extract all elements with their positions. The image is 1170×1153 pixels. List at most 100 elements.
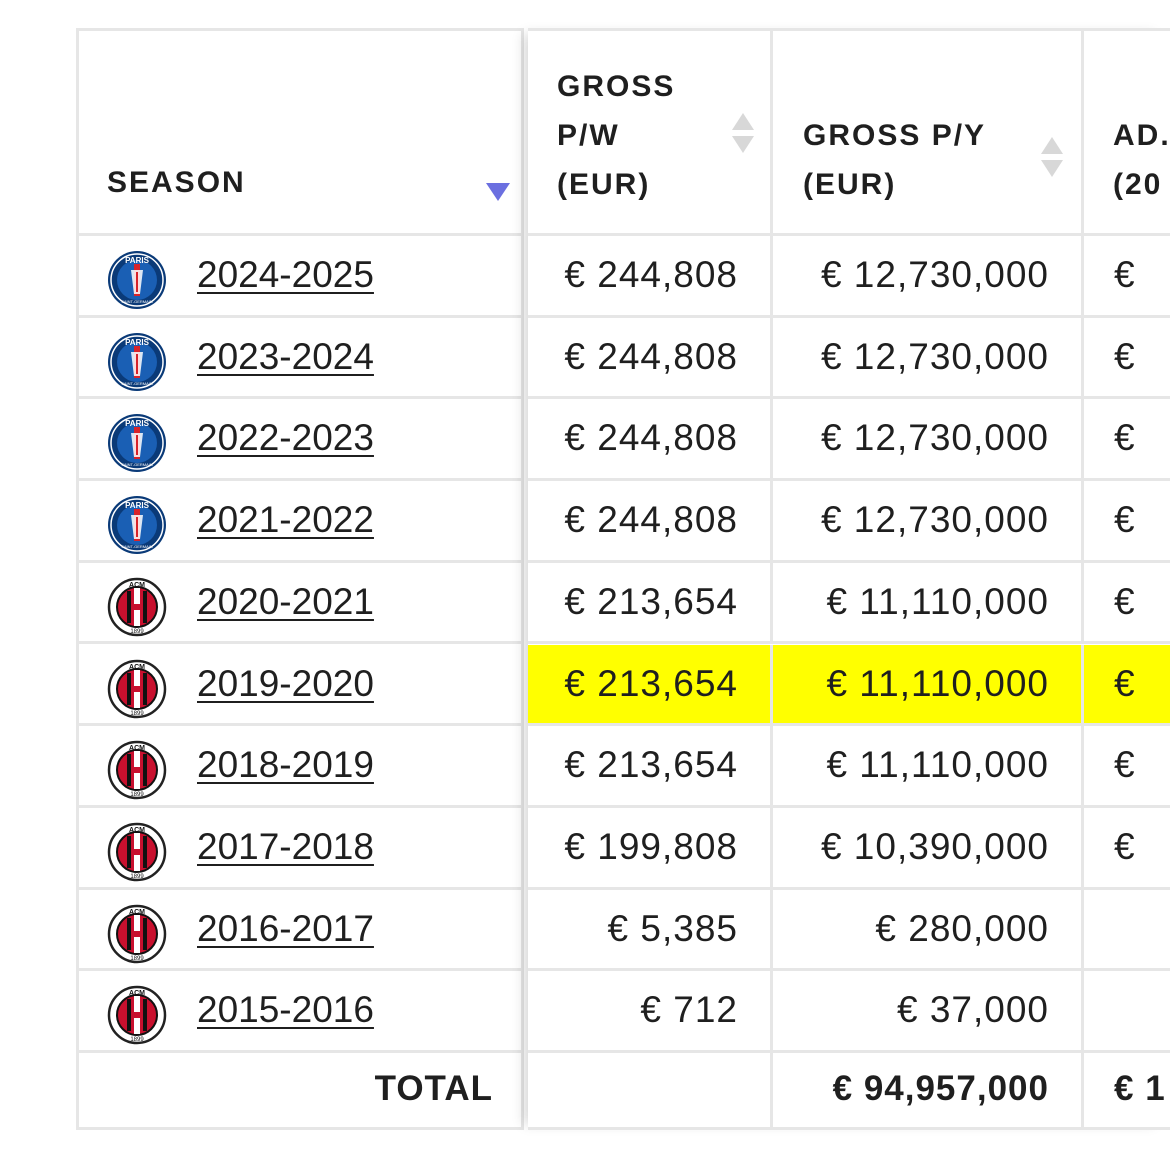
svg-text:SAINT-GERMAIN: SAINT-GERMAIN bbox=[121, 381, 153, 386]
table-row: ACM 1899 2018-2019 bbox=[79, 726, 521, 808]
table-row: € 244,808 € 12,730,000 € bbox=[528, 317, 1170, 400]
svg-text:PARIS: PARIS bbox=[125, 501, 150, 510]
svg-text:ACM: ACM bbox=[129, 990, 145, 997]
gross-pw-header-line1: GROSS bbox=[557, 70, 676, 103]
table-row: € 213,654 € 11,110,000 € bbox=[528, 644, 1170, 727]
svg-text:PARIS: PARIS bbox=[125, 419, 150, 428]
gross-pw-value: € 244,808 bbox=[564, 417, 738, 459]
sort-both-icon[interactable] bbox=[1039, 135, 1065, 179]
table-row: PARIS SAINT-GERMAIN 2022-2023 bbox=[79, 399, 521, 482]
ac-milan-logo-icon: ACM 1899 bbox=[107, 904, 167, 964]
table-row: € 244,808 € 12,730,000 € bbox=[528, 481, 1170, 563]
adjusted-cell: € bbox=[1084, 481, 1170, 560]
gross-py-cell: € 12,730,000 bbox=[773, 399, 1081, 478]
adjusted-cell: € bbox=[1084, 399, 1170, 478]
table-row: € 712 € 37,000 bbox=[528, 971, 1170, 1053]
adjusted-value: € bbox=[1114, 335, 1136, 377]
table-row: € 213,654 € 11,110,000 € bbox=[528, 562, 1170, 645]
adjusted-value: € bbox=[1114, 662, 1136, 704]
gross-py-cell: € 280,000 bbox=[773, 890, 1081, 969]
svg-text:ACM: ACM bbox=[129, 664, 145, 671]
svg-text:ACM: ACM bbox=[129, 745, 145, 752]
gross-pw-value: € 712 bbox=[640, 989, 738, 1031]
header-gross-py-cell[interactable]: GROSS P/Y (EUR) bbox=[773, 31, 1081, 233]
season-link[interactable]: 2018-2019 bbox=[197, 744, 374, 786]
season-link[interactable]: 2016-2017 bbox=[197, 907, 374, 949]
total-gross-py-value: € 94,957,000 bbox=[832, 1069, 1049, 1108]
total-adjusted-value: € 1 bbox=[1114, 1069, 1166, 1108]
adjusted-cell: € bbox=[1084, 808, 1170, 887]
gross-py-cell: € 11,110,000 bbox=[773, 563, 1081, 642]
gross-py-value: € 11,110,000 bbox=[826, 662, 1049, 704]
gross-py-value: € 11,110,000 bbox=[826, 580, 1049, 622]
psg-logo-icon: PARIS SAINT-GERMAIN bbox=[107, 332, 167, 392]
adjusted-header-line2: (20 bbox=[1113, 168, 1163, 201]
gross-pw-cell: € 213,654 bbox=[528, 644, 770, 724]
gross-pw-cell: € 712 bbox=[528, 971, 770, 1050]
table-row: ACM 1899 2016-2017 bbox=[79, 890, 521, 972]
table-row: PARIS SAINT-GERMAIN 2024-2025 bbox=[79, 236, 521, 318]
season-link[interactable]: 2019-2020 bbox=[197, 662, 374, 704]
gross-pw-header-line3: (EUR) bbox=[557, 168, 651, 201]
adjusted-value: € bbox=[1114, 254, 1136, 295]
gross-py-cell: € 12,730,000 bbox=[773, 318, 1081, 397]
season-link[interactable]: 2022-2023 bbox=[197, 417, 374, 459]
svg-text:ACM: ACM bbox=[129, 582, 145, 589]
season-link[interactable]: 2017-2018 bbox=[197, 825, 374, 867]
table-row: ACM 1899 2019-2020 bbox=[79, 645, 521, 727]
gross-pw-value: € 244,808 bbox=[564, 499, 738, 541]
season-link[interactable]: 2024-2025 bbox=[197, 254, 374, 295]
svg-text:ACM: ACM bbox=[129, 909, 145, 916]
table-row: ACM 1899 2015-2016 bbox=[79, 971, 521, 1053]
adjusted-value: € bbox=[1114, 499, 1136, 541]
svg-text:SAINT-GERMAIN: SAINT-GERMAIN bbox=[121, 299, 153, 304]
gross-pw-cell: € 213,654 bbox=[528, 563, 770, 642]
total-gross-pw-cell bbox=[528, 1053, 770, 1127]
gross-py-cell: € 11,110,000 bbox=[773, 644, 1081, 724]
season-column-panel: SEASON PARIS SAINT-GERMAIN 2024-2025 PARIS S… bbox=[76, 28, 524, 1130]
gross-py-value: € 12,730,000 bbox=[820, 254, 1049, 295]
gross-pw-cell: € 213,654 bbox=[528, 726, 770, 805]
gross-pw-cell: € 199,808 bbox=[528, 808, 770, 887]
sort-both-icon[interactable] bbox=[730, 111, 756, 155]
gross-pw-cell: € 244,808 bbox=[528, 399, 770, 478]
table-row: PARIS SAINT-GERMAIN 2021-2022 bbox=[79, 481, 521, 563]
header-values-row: GROSS P/W (EUR) GROSS P/Y (EUR) AD. bbox=[528, 31, 1170, 236]
adjusted-cell bbox=[1084, 890, 1170, 969]
table-row: PARIS SAINT-GERMAIN 2023-2024 bbox=[79, 318, 521, 400]
svg-text:PARIS: PARIS bbox=[125, 338, 150, 347]
season-link[interactable]: 2023-2024 bbox=[197, 335, 374, 377]
adjusted-value: € bbox=[1114, 825, 1136, 867]
sort-desc-icon[interactable] bbox=[483, 179, 513, 205]
adjusted-cell: € bbox=[1084, 644, 1170, 724]
gross-pw-value: € 199,808 bbox=[564, 825, 738, 867]
gross-py-value: € 12,730,000 bbox=[820, 499, 1049, 541]
adjusted-cell: € bbox=[1084, 236, 1170, 315]
gross-pw-cell: € 244,808 bbox=[528, 481, 770, 560]
svg-text:1899: 1899 bbox=[130, 711, 144, 717]
season-link[interactable]: 2015-2016 bbox=[197, 989, 374, 1031]
table-row: € 199,808 € 10,390,000 € bbox=[528, 807, 1170, 890]
svg-text:PARIS: PARIS bbox=[125, 256, 150, 265]
adjusted-value: € bbox=[1114, 580, 1136, 622]
adjusted-cell bbox=[1084, 971, 1170, 1050]
header-season-cell[interactable]: SEASON bbox=[79, 31, 521, 236]
total-adjusted-cell: € 1 bbox=[1084, 1053, 1170, 1127]
total-label: TOTAL bbox=[374, 1069, 493, 1108]
header-gross-pw-cell[interactable]: GROSS P/W (EUR) bbox=[528, 31, 770, 233]
gross-pw-value: € 244,808 bbox=[564, 254, 738, 295]
season-link[interactable]: 2020-2021 bbox=[197, 580, 374, 622]
ac-milan-logo-icon: ACM 1899 bbox=[107, 740, 167, 800]
gross-py-cell: € 12,730,000 bbox=[773, 236, 1081, 315]
total-row: TOTAL bbox=[79, 1053, 521, 1127]
adjusted-cell: € bbox=[1084, 318, 1170, 397]
table-row: € 244,808 € 12,730,000 € bbox=[528, 399, 1170, 482]
svg-text:1899: 1899 bbox=[130, 629, 144, 635]
season-link[interactable]: 2021-2022 bbox=[197, 499, 374, 541]
gross-py-value: € 12,730,000 bbox=[820, 335, 1049, 377]
header-adjusted-cell[interactable]: AD. (20 bbox=[1084, 31, 1170, 233]
gross-py-value: € 37,000 bbox=[896, 989, 1049, 1031]
ac-milan-logo-icon: ACM 1899 bbox=[107, 659, 167, 719]
svg-text:1899: 1899 bbox=[130, 874, 144, 880]
gross-pw-value: € 213,654 bbox=[564, 580, 738, 622]
